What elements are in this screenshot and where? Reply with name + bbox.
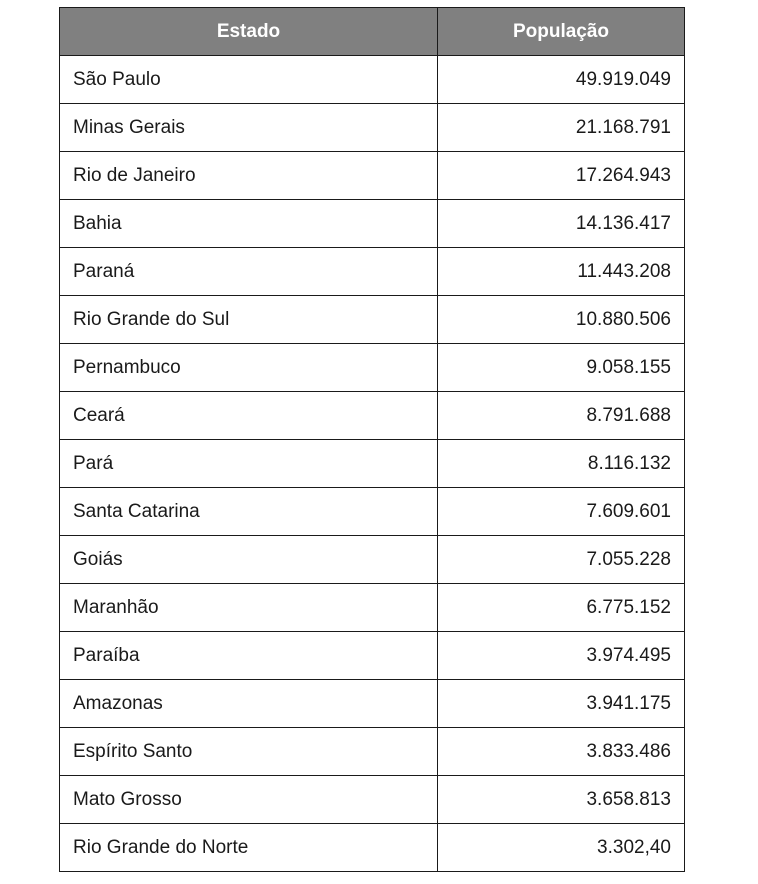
- table-row: Bahia 14.136.417: [59, 199, 685, 248]
- state-name: Amazonas: [59, 679, 438, 728]
- table-row: Rio Grande do Sul 10.880.506: [59, 295, 685, 344]
- state-name: São Paulo: [59, 55, 438, 104]
- state-name: Maranhão: [59, 583, 438, 632]
- population-value: 21.168.791: [437, 103, 685, 152]
- population-value: 10.880.506: [437, 295, 685, 344]
- table-row: Pará 8.116.132: [59, 439, 685, 488]
- table-row: Amazonas 3.941.175: [59, 679, 685, 728]
- table-row: Rio Grande do Norte 3.302,40: [59, 823, 685, 872]
- header-populacao: População: [437, 7, 685, 56]
- table-row: Rio de Janeiro 17.264.943: [59, 151, 685, 200]
- population-value: 7.055.228: [437, 535, 685, 584]
- state-name: Rio Grande do Sul: [59, 295, 438, 344]
- state-name: Mato Grosso: [59, 775, 438, 824]
- population-value: 8.116.132: [437, 439, 685, 488]
- state-name: Pará: [59, 439, 438, 488]
- table-row: Minas Gerais 21.168.791: [59, 103, 685, 152]
- table-row: Goiás 7.055.228: [59, 535, 685, 584]
- state-name: Goiás: [59, 535, 438, 584]
- state-name: Santa Catarina: [59, 487, 438, 536]
- state-name: Rio Grande do Norte: [59, 823, 438, 872]
- population-value: 3.941.175: [437, 679, 685, 728]
- state-name: Ceará: [59, 391, 438, 440]
- population-value: 3.302,40: [437, 823, 685, 872]
- table-row: Paraná 11.443.208: [59, 247, 685, 296]
- population-value: 6.775.152: [437, 583, 685, 632]
- state-name: Espírito Santo: [59, 727, 438, 776]
- header-row: Estado População: [59, 7, 685, 56]
- table-row: Espírito Santo 3.833.486: [59, 727, 685, 776]
- table-header: Estado População: [59, 7, 685, 56]
- population-table-container: Estado População São Paulo 49.919.049 Mi…: [59, 7, 685, 872]
- state-name: Paraná: [59, 247, 438, 296]
- population-value: 9.058.155: [437, 343, 685, 392]
- table-row: Pernambuco 9.058.155: [59, 343, 685, 392]
- table-row: Paraíba 3.974.495: [59, 631, 685, 680]
- header-estado: Estado: [59, 7, 438, 56]
- table-row: São Paulo 49.919.049: [59, 55, 685, 104]
- population-value: 14.136.417: [437, 199, 685, 248]
- table-row: Ceará 8.791.688: [59, 391, 685, 440]
- population-value: 8.791.688: [437, 391, 685, 440]
- population-table: Estado População São Paulo 49.919.049 Mi…: [59, 7, 685, 872]
- population-value: 17.264.943: [437, 151, 685, 200]
- population-value: 7.609.601: [437, 487, 685, 536]
- table-row: Mato Grosso 3.658.813: [59, 775, 685, 824]
- table-row: Maranhão 6.775.152: [59, 583, 685, 632]
- population-value: 3.833.486: [437, 727, 685, 776]
- population-value: 3.974.495: [437, 631, 685, 680]
- state-name: Minas Gerais: [59, 103, 438, 152]
- state-name: Bahia: [59, 199, 438, 248]
- state-name: Paraíba: [59, 631, 438, 680]
- population-value: 11.443.208: [437, 247, 685, 296]
- population-value: 3.658.813: [437, 775, 685, 824]
- state-name: Rio de Janeiro: [59, 151, 438, 200]
- state-name: Pernambuco: [59, 343, 438, 392]
- table-body: São Paulo 49.919.049 Minas Gerais 21.168…: [59, 55, 685, 872]
- table-row: Santa Catarina 7.609.601: [59, 487, 685, 536]
- population-value: 49.919.049: [437, 55, 685, 104]
